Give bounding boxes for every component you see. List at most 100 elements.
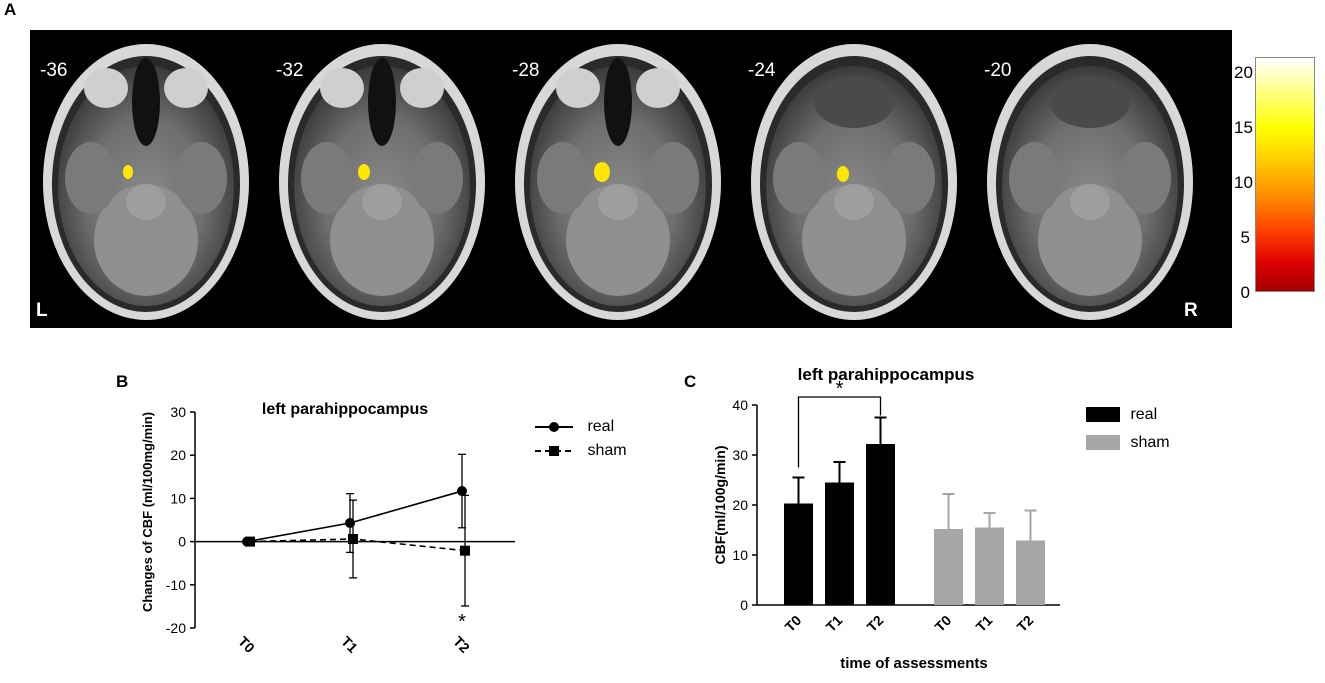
chart-c-title: left parahippocampus [798,365,975,384]
slice-label-5: -20 [984,60,1012,81]
legend-sham-swatch [1086,435,1120,451]
slice-label-3: -28 [512,60,540,81]
x-tick-label: T1 [973,612,996,635]
line-chart: left parahippocampus Changes of CBF (ml/… [140,401,515,656]
activation-blob [837,166,849,182]
brainstem [598,184,638,220]
colorbar-tick: 5 [1240,228,1250,247]
y-tick-label: -20 [166,620,186,636]
bar [784,503,813,605]
brainstem [834,184,874,220]
legend-sham-label: sham [587,442,627,459]
y-tick-label: -10 [166,577,186,593]
legend-real-label: real [1130,406,1158,423]
activation-blob [358,164,370,180]
chart-b-ylabel: Changes of CBF (ml/100mg/min) [140,412,155,612]
temporal-lobe-right [647,142,699,214]
temporal-lobe-left [537,142,589,214]
y-tick-label: 20 [170,447,186,463]
legend-sham-marker-icon [535,445,573,456]
activation-blob [123,165,133,179]
legend-b-sham: sham [533,442,627,460]
orbit-right [636,68,680,108]
bar [1016,540,1045,605]
data-point [245,536,255,547]
x-tick-label: T0 [932,612,955,635]
legend-sham-label: sham [1130,434,1170,451]
chart-b-title: left parahippocampus [262,401,428,418]
y-tick-label: 30 [732,447,748,463]
activation-blob [594,162,610,182]
legend-real-label: real [587,418,615,435]
sinus [132,58,160,146]
x-tick-label: T2 [1014,612,1037,635]
brain-slices-svg [43,44,1193,320]
bar [825,482,854,605]
y-tick-label: 30 [170,404,186,420]
y-tick-label: 10 [170,490,186,506]
right-side-label: R [1184,300,1198,321]
brain-slice [279,44,485,320]
bar [866,444,895,605]
panel-a-letter: A [4,0,17,19]
legend-real-swatch [1086,407,1120,423]
slice-label-2: -32 [276,60,304,81]
x-tick-label: T0 [235,633,258,656]
y-tick-label: 40 [732,397,748,413]
x-tick-label: T1 [338,633,361,656]
temporal-lobe-left [773,142,825,214]
y-tick-label: 20 [732,497,748,513]
colorbar-tick: 0 [1240,283,1250,302]
sinus [604,58,632,146]
temporal-lobe-left [65,142,117,214]
significance-mark: * [458,611,466,633]
legend-b-real: real [533,418,614,436]
temporal-lobe-left [1009,142,1061,214]
legend-c-real: real [1086,406,1157,424]
colorbar-tick: 10 [1234,173,1253,192]
orbit-left [84,68,128,108]
bar [975,527,1004,605]
legend-real-marker-icon [535,421,573,432]
x-tick-label: T1 [823,612,846,635]
colorbar-tick: 15 [1234,118,1253,137]
significance-bracket [797,396,882,468]
sinus [368,58,396,146]
cerebellum [330,184,434,296]
panel-c-letter: C [684,372,697,391]
temporal-lobe-right [411,142,463,214]
frontal-region [1050,76,1130,128]
cerebellum [802,184,906,296]
brainstem [1070,184,1110,220]
cerebellum [1038,184,1142,296]
data-point [457,486,467,497]
brain-slice [515,44,721,320]
chart-c-ylabel: CBF(ml/100g/min) [712,445,728,564]
y-tick-label: 0 [178,534,186,550]
panel-b-letter: B [116,372,129,391]
colorbar [1255,57,1315,292]
temporal-lobe-left [301,142,353,214]
y-tick-label: 10 [732,547,748,563]
data-point [460,545,470,556]
chart-c-xlabel: time of assessments [840,655,988,672]
orbit-left [556,68,600,108]
orbit-left [320,68,364,108]
slice-label-4: -24 [748,60,776,81]
x-tick-label: T2 [864,612,887,635]
temporal-lobe-right [883,142,935,214]
y-tick-label: 0 [740,597,748,613]
brain-slice [43,44,249,320]
brain-slice [751,44,957,320]
orbit-right [164,68,208,108]
temporal-lobe-right [175,142,227,214]
cerebellum [566,184,670,296]
x-tick-label: T2 [450,633,473,656]
slice-label-1: -36 [40,60,68,81]
left-side-label: L [36,300,48,321]
legend-c-sham: sham [1086,434,1170,452]
colorbar-tick: 20 [1234,63,1253,82]
frontal-region [814,76,894,128]
data-point [348,534,358,545]
significance-mark: * [836,378,844,400]
